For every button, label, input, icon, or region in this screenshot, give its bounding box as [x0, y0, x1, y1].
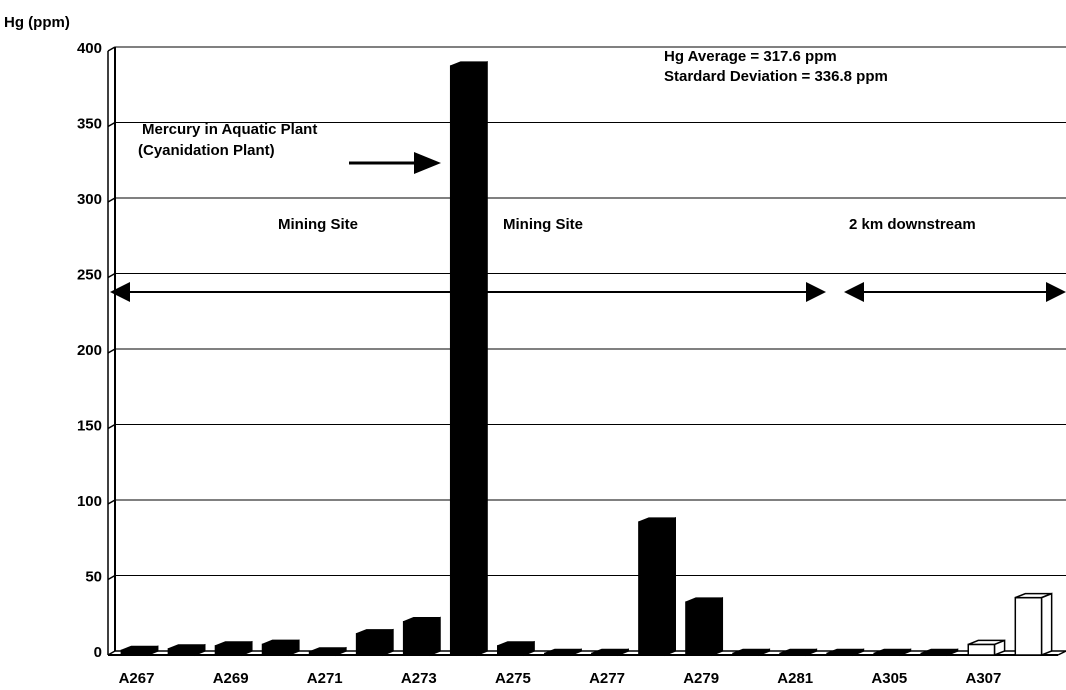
x-tick-label: A305	[871, 670, 907, 687]
y-tick-label: 0	[94, 644, 102, 661]
x-tick-label: A271	[307, 670, 343, 687]
bar-A277	[591, 648, 629, 657]
x-tick-label: A273	[401, 670, 437, 687]
bar-A269	[214, 640, 253, 657]
bar-A308	[1014, 592, 1053, 657]
floor-right-edge	[1057, 650, 1066, 656]
y-tick-mark	[107, 46, 116, 52]
bar-A276	[544, 648, 582, 657]
bar-A280	[732, 648, 771, 657]
pointer-arrow	[349, 152, 441, 174]
bar-A275	[497, 640, 535, 657]
region-label-mining-site-2: Mining Site	[503, 216, 583, 233]
y-tick-mark	[107, 272, 116, 279]
bar-A270	[261, 639, 300, 657]
downstream-range-arrow	[844, 282, 1066, 302]
bar-A279	[685, 597, 724, 657]
cyanidation-plant-label: (Cyanidation Plant)	[138, 142, 275, 159]
y-tick-label: 100	[77, 493, 102, 510]
y-tick-label: 400	[77, 40, 102, 57]
aquatic-plant-label: Mercury in Aquatic Plant	[142, 121, 317, 138]
stats-std-dev: Stardard Deviation = 336.8 ppm	[664, 68, 888, 85]
bar-A307	[967, 639, 1006, 657]
bars	[120, 60, 1053, 657]
y-tick-label: 200	[77, 342, 102, 359]
x-tick-label: A281	[777, 670, 813, 687]
bar-A281	[779, 648, 818, 657]
bar-A274	[449, 60, 488, 657]
bar-A273	[402, 616, 441, 657]
stats-average: Hg Average = 317.6 ppm	[664, 48, 837, 65]
y-tick-mark	[107, 574, 116, 581]
y-tick-label: 350	[77, 116, 102, 133]
x-tick-label: A269	[213, 670, 249, 687]
y-axis-label: Hg (ppm)	[4, 14, 70, 31]
region-label-mining-site-1: Mining Site	[278, 216, 358, 233]
bar-A268	[167, 643, 206, 657]
y-tick-mark	[107, 423, 116, 430]
axes	[107, 46, 1066, 656]
x-tick-label: A307	[965, 670, 1001, 687]
y-tick-mark	[107, 197, 116, 203]
x-tick-label: A279	[683, 670, 719, 687]
x-tick-label: A267	[119, 670, 155, 687]
x-tick-label: A275	[495, 670, 531, 687]
bar-A305	[873, 648, 912, 657]
bar-A271	[308, 646, 347, 657]
y-tick-mark	[107, 121, 116, 128]
gridlines	[115, 46, 1066, 576]
y-tick-label: 150	[77, 418, 102, 435]
y-tick-mark	[107, 499, 116, 505]
y-tick-label: 250	[77, 267, 102, 284]
y-tick-label: 300	[77, 191, 102, 208]
bar-A272	[355, 628, 394, 657]
annotations: Hg (ppm) Hg Average = 317.6 ppm Stardard…	[4, 14, 1066, 302]
y-tick-label: 50	[85, 569, 102, 586]
y-tick-mark	[107, 348, 116, 354]
region-label-downstream: 2 km downstream	[849, 216, 976, 233]
bar-A282	[826, 648, 865, 657]
bar-A278	[638, 517, 676, 657]
mining-site-range-arrow	[110, 282, 826, 302]
tick-labels: 0 50 100 150 200 250 300 350 400 A267 A269 A271 A273…	[77, 40, 1001, 687]
bar-A267	[120, 645, 159, 657]
x-tick-label: A277	[589, 670, 625, 687]
bar-A306	[920, 648, 959, 657]
